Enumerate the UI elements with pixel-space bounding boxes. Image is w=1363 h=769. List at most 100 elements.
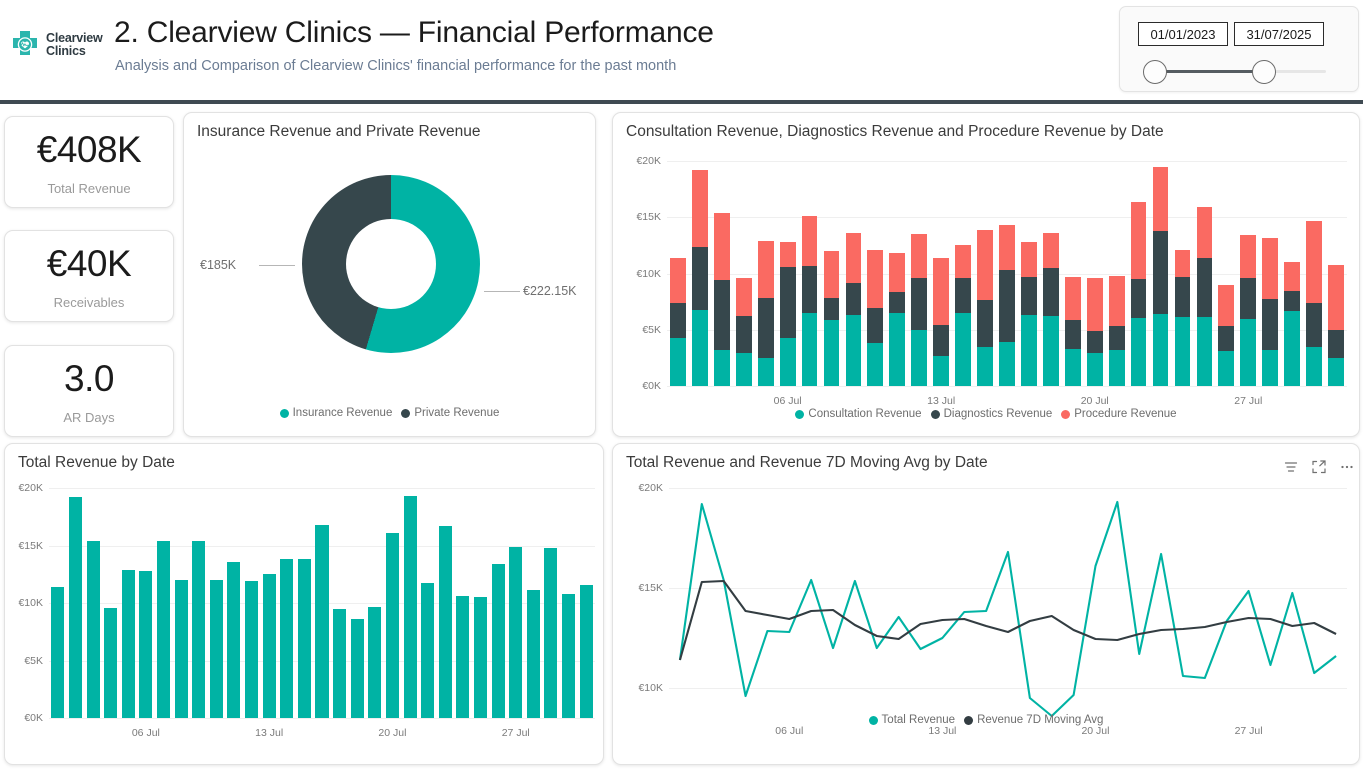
bar-segment[interactable]: [692, 170, 708, 247]
bar-segment[interactable]: [999, 270, 1015, 343]
table-row[interactable]: [1152, 161, 1169, 386]
bar[interactable]: [456, 596, 470, 718]
bar-segment[interactable]: [977, 299, 993, 348]
bar-segment[interactable]: [735, 278, 752, 316]
legend-item-0[interactable]: Total Revenue: [868, 714, 955, 726]
bar[interactable]: [562, 594, 576, 718]
more-options-icon[interactable]: [1338, 458, 1356, 476]
bar[interactable]: [68, 497, 82, 718]
bar-segment[interactable]: [889, 253, 906, 292]
bar-segment[interactable]: [845, 233, 862, 283]
filter-icon[interactable]: [1282, 458, 1300, 476]
bar-segment[interactable]: [1306, 220, 1322, 303]
bar-segment[interactable]: [1042, 316, 1059, 386]
bar-segment[interactable]: [1130, 202, 1147, 280]
table-row[interactable]: [735, 161, 752, 386]
bar[interactable]: [385, 532, 399, 718]
bar-segment[interactable]: [955, 312, 971, 386]
bar[interactable]: [491, 564, 505, 718]
bar[interactable]: [104, 607, 118, 718]
bar-segment[interactable]: [1064, 320, 1081, 350]
bar[interactable]: [473, 597, 488, 718]
donut-chart-panel[interactable]: Insurance Revenue and Private Revenue €1…: [183, 112, 596, 437]
bar-segment[interactable]: [823, 297, 840, 321]
bar-segment[interactable]: [933, 324, 950, 357]
bar[interactable]: [315, 524, 329, 718]
line-series[interactable]: [678, 500, 1337, 718]
bar[interactable]: [403, 496, 417, 718]
bar-segment[interactable]: [955, 245, 971, 278]
table-row[interactable]: [1218, 161, 1235, 386]
table-row[interactable]: [999, 161, 1015, 386]
bar[interactable]: [245, 580, 259, 718]
bar-segment[interactable]: [1152, 230, 1169, 314]
bar-segment[interactable]: [801, 265, 818, 313]
table-row[interactable]: [977, 161, 993, 386]
bar-segment[interactable]: [1218, 284, 1235, 327]
legend-item-0[interactable]: Consultation Revenue: [795, 408, 922, 420]
legend-item-1[interactable]: Private Revenue: [401, 407, 499, 419]
bar[interactable]: [421, 583, 435, 718]
stacked-bar-plot-area[interactable]: €0K €5K €10K €15K €20K 06 Jul 13 Jul 20 Jul 27 J…: [636, 155, 1347, 407]
bar-segment[interactable]: [670, 337, 686, 386]
bar-segment[interactable]: [1284, 290, 1301, 311]
bar-segment[interactable]: [1328, 265, 1344, 330]
bar-segment[interactable]: [779, 242, 796, 267]
bar[interactable]: [297, 558, 311, 718]
kpi-card-ar-days[interactable]: 3.0 AR Days: [4, 345, 174, 437]
table-row[interactable]: [1086, 161, 1103, 386]
stacked-bar-chart-panel[interactable]: Consultation Revenue, Diagnostics Revenu…: [612, 112, 1360, 437]
bar-segment[interactable]: [779, 266, 796, 338]
bar-segment[interactable]: [933, 356, 950, 386]
table-row[interactable]: [1108, 161, 1125, 386]
bar-segment[interactable]: [999, 342, 1015, 386]
bar-segment[interactable]: [911, 233, 928, 278]
legend-item-1[interactable]: Revenue 7D Moving Avg: [964, 714, 1103, 726]
bar[interactable]: [192, 541, 206, 718]
bar-segment[interactable]: [1306, 302, 1322, 347]
bar-segment[interactable]: [1130, 317, 1147, 386]
slicer-start-date-input[interactable]: 01/01/2023: [1138, 22, 1228, 46]
bar[interactable]: [544, 548, 558, 718]
bar-segment[interactable]: [867, 307, 884, 344]
stacked-bar-legend[interactable]: Consultation Revenue Diagnostics Revenue…: [613, 408, 1359, 420]
bar-segment[interactable]: [757, 241, 774, 299]
bar-segment[interactable]: [1152, 314, 1169, 386]
bar-segment[interactable]: [779, 337, 796, 386]
slicer-handle-start[interactable]: [1143, 60, 1167, 84]
bar-segment[interactable]: [1328, 329, 1344, 358]
bar-segment[interactable]: [1108, 326, 1125, 350]
kpi-card-receivables[interactable]: €40K Receivables: [4, 230, 174, 322]
bar[interactable]: [438, 525, 452, 718]
bar[interactable]: [209, 580, 223, 718]
bar-segment[interactable]: [801, 312, 818, 386]
line-chart-panel[interactable]: Total Revenue and Revenue 7D Moving Avg …: [612, 443, 1360, 765]
bar-segment[interactable]: [757, 298, 774, 358]
legend-item-0[interactable]: Insurance Revenue: [279, 407, 392, 419]
table-row[interactable]: [1196, 161, 1213, 386]
bar-segment[interactable]: [867, 343, 884, 386]
bar-segment[interactable]: [1174, 317, 1191, 386]
bar-segment[interactable]: [1064, 349, 1081, 386]
bar-segment[interactable]: [1196, 207, 1213, 258]
bar-segment[interactable]: [1284, 310, 1301, 386]
bar-segment[interactable]: [889, 291, 906, 313]
bar-segment[interactable]: [1042, 268, 1059, 317]
table-row[interactable]: [757, 161, 774, 386]
bar-segment[interactable]: [889, 312, 906, 386]
bar-segment[interactable]: [823, 320, 840, 386]
bar[interactable]: [139, 570, 153, 718]
bar-segment[interactable]: [1306, 346, 1322, 386]
bar-segment[interactable]: [911, 278, 928, 330]
bar[interactable]: [333, 608, 347, 718]
table-row[interactable]: [692, 161, 708, 386]
bar-segment[interactable]: [1328, 357, 1344, 386]
bar-segment[interactable]: [713, 279, 730, 350]
bar[interactable]: [350, 619, 364, 718]
table-row[interactable]: [1284, 161, 1301, 386]
bar-segment[interactable]: [735, 352, 752, 386]
bar-segment[interactable]: [845, 315, 862, 386]
bar-segment[interactable]: [1262, 350, 1279, 386]
bar-segment[interactable]: [1021, 277, 1037, 316]
bar-segment[interactable]: [757, 357, 774, 386]
